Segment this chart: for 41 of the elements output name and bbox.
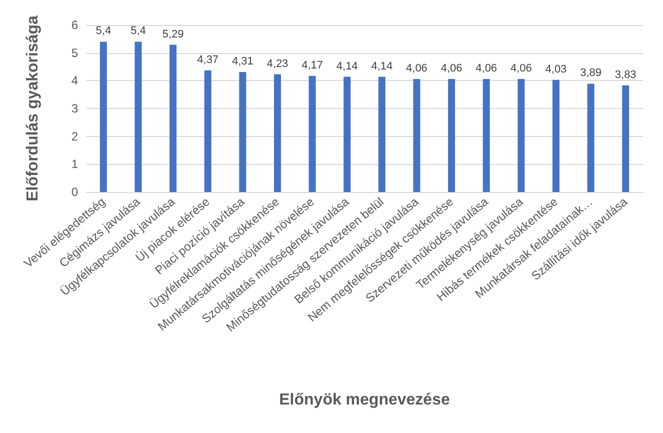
- bar: [204, 70, 212, 192]
- bar: [100, 42, 107, 192]
- y-tick-label: 1: [71, 157, 78, 172]
- data-label: 4,14: [336, 60, 358, 72]
- data-label: 5,4: [96, 25, 112, 38]
- data-label: 4,23: [266, 58, 288, 70]
- bar: [378, 76, 386, 192]
- bar: [308, 76, 316, 192]
- bar: [552, 80, 560, 192]
- data-label: 4,14: [371, 60, 393, 72]
- data-label: 3,89: [580, 67, 602, 80]
- data-label: 4,17: [302, 59, 323, 72]
- bar: [274, 74, 281, 192]
- data-label: 4,06: [476, 62, 498, 74]
- bar: [587, 84, 594, 192]
- y-tick-label: 5: [71, 46, 78, 60]
- y-tick-label: 2: [71, 129, 78, 144]
- data-label: 4,03: [545, 63, 567, 76]
- x-axis-title: Előnyök megnevezése: [279, 392, 450, 408]
- data-label: 5,4: [130, 25, 146, 38]
- data-label: 4,06: [440, 62, 462, 74]
- y-tick-label: 6: [71, 18, 78, 32]
- bar: [518, 78, 525, 192]
- data-label: 4,37: [197, 54, 219, 66]
- y-tick-label: 3: [71, 102, 78, 116]
- data-label: 4,06: [510, 62, 532, 74]
- data-label: 3,83: [614, 68, 636, 81]
- y-tick-label: 0: [71, 185, 78, 199]
- bar: [239, 72, 246, 192]
- bar: [344, 76, 351, 192]
- bar: [413, 78, 420, 192]
- bar: [170, 44, 177, 192]
- bar: [134, 42, 142, 192]
- data-label: 4,06: [406, 62, 428, 74]
- bar: [482, 78, 490, 192]
- y-tick-label: 4: [71, 74, 78, 88]
- bar: [622, 85, 630, 192]
- y-axis-title: Előfordulás gyakorisága: [24, 15, 42, 202]
- bar: [448, 78, 456, 192]
- data-label: 4,31: [232, 56, 254, 68]
- data-label: 5,29: [162, 28, 184, 40]
